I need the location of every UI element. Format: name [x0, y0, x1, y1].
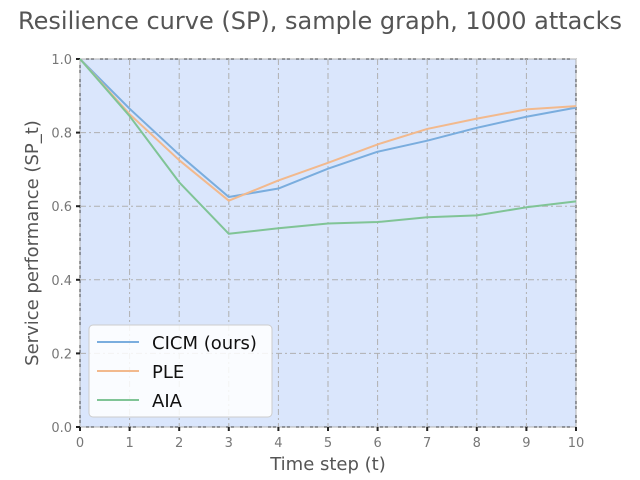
legend-label: CICM (ours) [152, 333, 257, 354]
y-tick-label: 1.0 [51, 53, 72, 68]
x-tick-label: 9 [522, 436, 530, 451]
y-tick-label: 0.0 [51, 421, 72, 436]
x-tick-label: 10 [568, 436, 585, 451]
ticks: 0 1 2 3 4 5 6 7 8 9 10 0.0 0.2 0.4 0.6 0.8 1.0 [51, 53, 584, 451]
series-line-cicm-ours [79, 58, 577, 198]
grid [79, 58, 577, 428]
legend-label: PLE [152, 362, 184, 383]
x-tick-label: 0 [76, 436, 84, 451]
x-axis-label: Time step (t) [269, 454, 386, 475]
x-tick-label: 8 [473, 436, 481, 451]
y-tick-label: 0.6 [51, 200, 72, 215]
x-tick-label: 3 [225, 436, 233, 451]
x-tick-label: 6 [373, 436, 381, 451]
x-tick-label: 4 [274, 436, 282, 451]
series-line-aia [79, 58, 577, 235]
y-tick-label: 0.2 [51, 347, 72, 362]
legend: CICM (ours) PLE AIA [88, 324, 273, 418]
x-tick-label: 7 [423, 436, 431, 451]
y-axis-label: Service performance (SP_t) [22, 120, 43, 366]
legend-box [88, 324, 273, 418]
y-tick-label: 0.4 [51, 274, 72, 289]
chart-title: Resilience curve (SP), sample graph, 100… [18, 7, 622, 35]
x-tick-label: 2 [175, 436, 183, 451]
series-lines [79, 58, 577, 235]
x-tick-label: 1 [125, 436, 133, 451]
y-tick-label: 0.8 [51, 127, 72, 142]
legend-label: AIA [152, 391, 183, 412]
x-tick-label: 5 [324, 436, 332, 451]
series-line-ple [79, 58, 577, 202]
